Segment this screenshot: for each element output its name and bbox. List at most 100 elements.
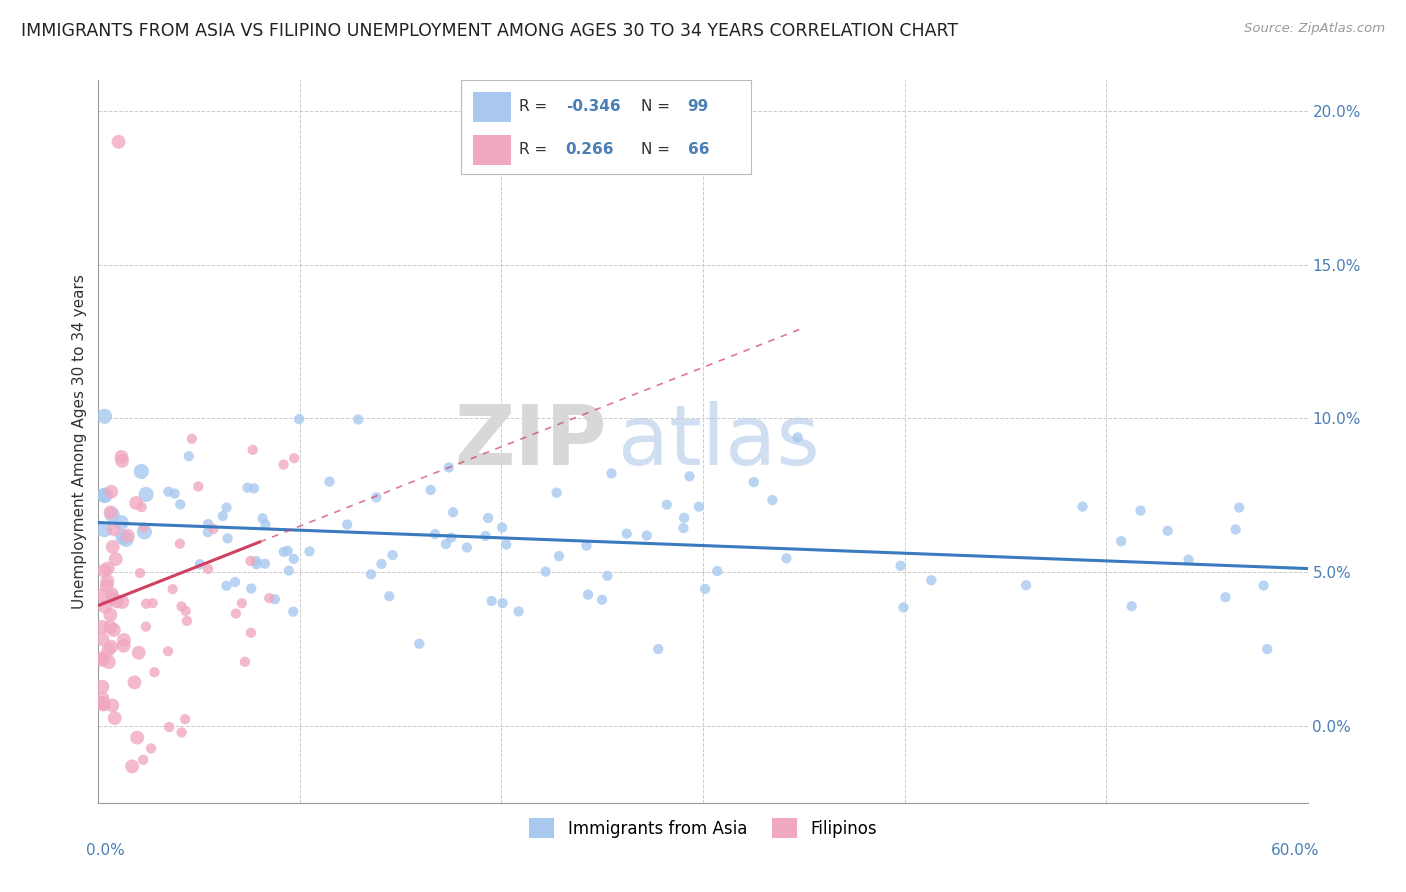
Point — [636, 528, 658, 542]
Point — [187, 479, 209, 493]
Text: 0.0%: 0.0% — [86, 843, 125, 857]
Point — [491, 596, 513, 610]
Point — [112, 639, 135, 653]
Point — [273, 458, 295, 472]
Point — [548, 549, 571, 564]
Point — [761, 493, 783, 508]
Point — [117, 529, 139, 543]
Point — [508, 604, 530, 618]
Text: ZIP: ZIP — [454, 401, 606, 482]
Point — [890, 558, 912, 573]
Point — [96, 579, 118, 593]
Point — [481, 594, 503, 608]
Point — [1129, 503, 1152, 517]
Point — [111, 530, 134, 544]
Point — [491, 520, 513, 534]
Point — [239, 554, 262, 568]
Point — [370, 557, 392, 571]
Point — [693, 582, 716, 596]
Point — [254, 517, 277, 532]
Point — [283, 451, 305, 466]
Point — [224, 574, 246, 589]
Point — [211, 508, 233, 523]
Point — [434, 537, 457, 551]
Point — [169, 497, 191, 511]
Point — [104, 711, 127, 725]
Point — [217, 532, 239, 546]
Point — [273, 545, 295, 559]
Point — [288, 412, 311, 426]
Point — [1121, 599, 1143, 614]
Point — [174, 604, 197, 618]
Point — [378, 589, 401, 603]
Point — [97, 561, 120, 575]
Point — [135, 619, 157, 633]
Point — [169, 537, 191, 551]
Point — [283, 605, 305, 619]
Point — [576, 588, 599, 602]
Point — [477, 511, 499, 525]
Point — [101, 540, 124, 554]
Point — [174, 712, 197, 726]
Point — [672, 521, 695, 535]
Point — [215, 579, 238, 593]
Point — [157, 644, 180, 658]
Point — [94, 488, 117, 502]
Point — [655, 498, 678, 512]
Point — [1109, 534, 1132, 549]
Point — [277, 544, 299, 558]
Point — [1227, 500, 1250, 515]
Point — [1215, 590, 1237, 604]
Point — [131, 500, 153, 515]
Point — [616, 526, 638, 541]
Point — [245, 554, 267, 568]
Point — [246, 558, 269, 572]
Point — [93, 523, 115, 537]
Legend: Immigrants from Asia, Filipinos: Immigrants from Asia, Filipinos — [523, 812, 883, 845]
Point — [105, 594, 128, 608]
Point — [91, 680, 114, 694]
Point — [91, 691, 114, 706]
Point — [93, 564, 115, 578]
Point — [104, 552, 127, 566]
Point — [242, 442, 264, 457]
Point — [1256, 642, 1278, 657]
Point — [600, 467, 623, 481]
Point — [96, 574, 118, 589]
Point — [1225, 523, 1247, 537]
Point — [596, 569, 619, 583]
Point — [94, 599, 117, 614]
Point — [423, 527, 446, 541]
Point — [177, 449, 200, 463]
Point — [456, 541, 478, 555]
Point — [678, 469, 700, 483]
Point — [336, 517, 359, 532]
Point — [100, 506, 122, 520]
Point — [176, 614, 198, 628]
Point — [647, 642, 669, 657]
Point — [97, 655, 120, 669]
Point — [298, 544, 321, 558]
Point — [91, 620, 114, 634]
Point — [215, 500, 238, 515]
Point — [139, 741, 162, 756]
Point — [135, 597, 157, 611]
Point — [125, 496, 148, 510]
Point — [252, 511, 274, 525]
Point — [124, 675, 146, 690]
Point — [115, 533, 138, 547]
Point — [91, 696, 114, 710]
Point — [101, 508, 124, 522]
Point — [706, 564, 728, 578]
Point — [134, 524, 156, 539]
Point — [100, 484, 122, 499]
Point — [1071, 500, 1094, 514]
Point — [277, 564, 299, 578]
Point — [231, 596, 253, 610]
Y-axis label: Unemployment Among Ages 30 to 34 years: Unemployment Among Ages 30 to 34 years — [72, 274, 87, 609]
Point — [127, 731, 149, 745]
Point — [546, 485, 568, 500]
Point — [253, 557, 276, 571]
Point — [91, 697, 114, 711]
Point — [240, 582, 263, 596]
